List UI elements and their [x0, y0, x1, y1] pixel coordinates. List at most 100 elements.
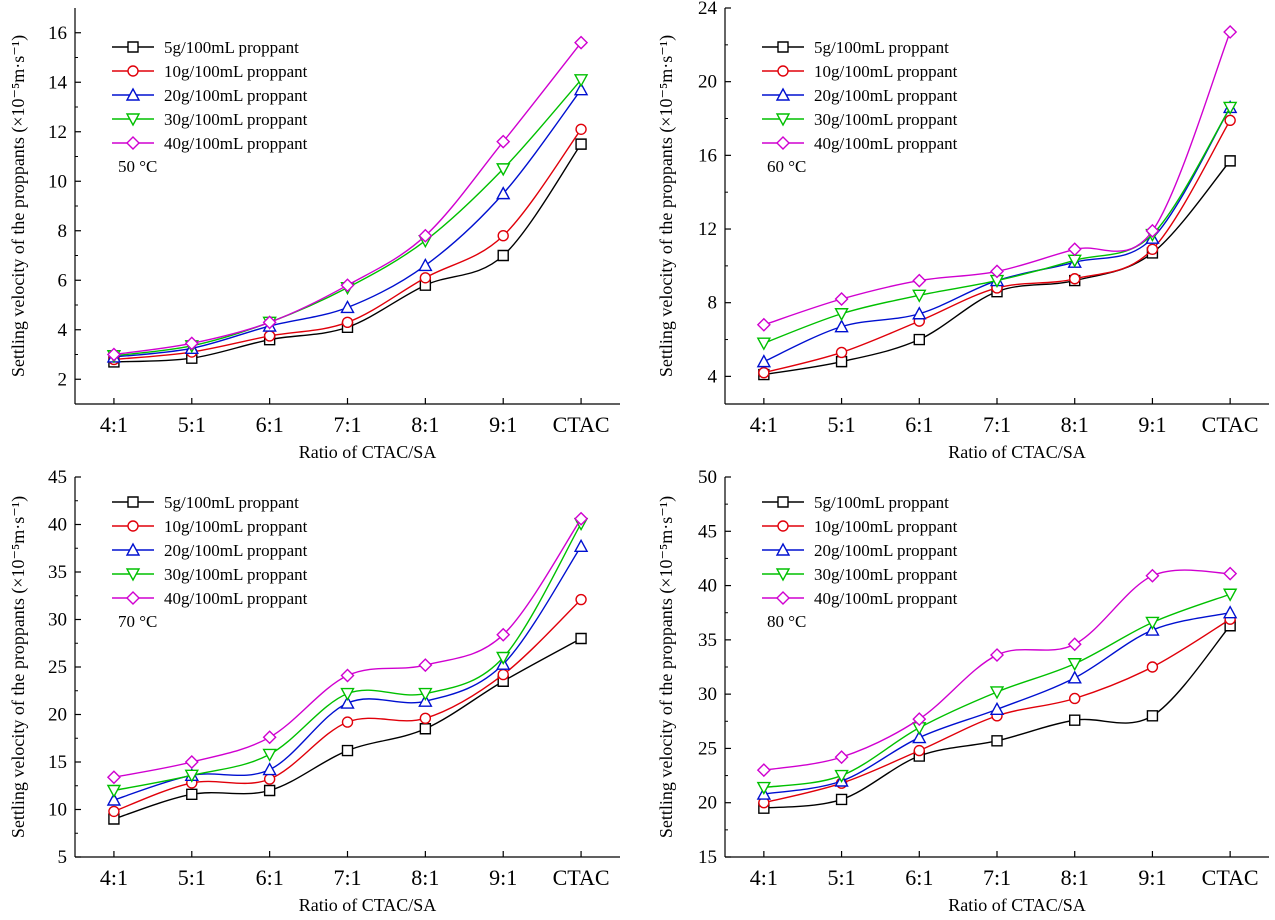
x-tick-label: 4:1 — [750, 865, 778, 890]
legend-label: 5g/100mL proppant — [814, 493, 949, 512]
y-tick-label: 20 — [698, 793, 717, 814]
data-point-40g — [990, 264, 1004, 279]
temperature-label: 80 °C — [767, 612, 806, 631]
legend-marker — [775, 568, 791, 582]
y-tick-label: 8 — [58, 221, 68, 242]
data-point-10g — [1069, 692, 1081, 705]
chart-panel-2: 4 8 12 16 20 24 4:1 5:1 6:1 7:1 8:1 9:1 CTAC Ratio of… — [656, 0, 1269, 462]
y-tick-label: 10 — [48, 171, 67, 192]
legend-marker — [127, 520, 139, 532]
data-point-30g — [834, 769, 849, 784]
legend-label: 30g/100mL proppant — [164, 110, 308, 129]
x-tick-label: 4:1 — [100, 865, 128, 890]
legend-label: 5g/100mL proppant — [164, 493, 299, 512]
x-tick-label: 9:1 — [489, 412, 517, 437]
legend-marker — [776, 136, 790, 150]
legend-label: 40g/100mL proppant — [814, 589, 958, 608]
legend-marker — [777, 520, 789, 532]
x-axis-title: Ratio of CTAC/SA — [948, 895, 1086, 915]
data-point-40g — [418, 658, 433, 673]
y-tick-label: 45 — [698, 521, 717, 542]
legend-label: 20g/100mL proppant — [814, 86, 958, 105]
legend-label: 20g/100mL proppant — [164, 541, 308, 560]
data-point-20g — [912, 306, 927, 320]
data-point-20g — [106, 792, 122, 806]
legend-label: 40g/100mL proppant — [164, 134, 308, 153]
chart-panel-1: 2 4 6 8 10 12 14 16 4:1 5:1 6:1 7:1 8:1 9:1 CTAC Ratio … — [8, 8, 620, 462]
legend-label: 10g/100mL proppant — [814, 517, 958, 536]
legend-label: 30g/100mL proppant — [814, 565, 958, 584]
data-point-30g — [184, 769, 199, 783]
y-tick-label: 10 — [48, 800, 67, 821]
data-point-30g — [340, 687, 355, 702]
x-tick-label: 6:1 — [905, 412, 933, 437]
x-tick-label: CTAC — [1202, 865, 1259, 890]
data-point-40g — [1067, 637, 1082, 652]
legend-label: 20g/100mL proppant — [814, 541, 958, 560]
y-tick-label: 8 — [708, 293, 718, 314]
x-tick-label: 6:1 — [905, 865, 933, 890]
y-tick-label: 15 — [48, 752, 67, 773]
data-point-30g — [756, 781, 772, 795]
data-point-5g — [575, 138, 587, 150]
x-tick-label: CTAC — [1202, 412, 1259, 437]
legend-label: 40g/100mL proppant — [164, 589, 308, 608]
legend-marker — [127, 41, 139, 53]
data-point-10g — [108, 805, 120, 818]
data-point-40g — [184, 336, 199, 351]
y-axis-title: Settling velocity of the proppants (×10⁻… — [8, 35, 29, 377]
temperature-label: 70 °C — [118, 612, 157, 631]
data-point-40g — [574, 511, 589, 526]
x-tick-label: 5:1 — [828, 412, 856, 437]
data-point-20g — [989, 701, 1005, 716]
x-tick-label: 9:1 — [489, 865, 517, 890]
data-point-5g — [1224, 155, 1236, 167]
legend-marker — [775, 542, 791, 556]
temperature-label: 60 °C — [767, 157, 806, 176]
data-point-30g — [912, 289, 927, 303]
temperature-label: 50 °C — [118, 157, 157, 176]
data-point-30g — [262, 748, 277, 762]
legend-marker — [775, 113, 791, 127]
legend-label: 30g/100mL proppant — [164, 565, 308, 584]
data-point-10g — [341, 716, 354, 728]
y-tick-label: 25 — [698, 738, 717, 759]
data-point-40g — [1223, 24, 1238, 39]
legend: 5g/100mL proppant 10g/100mL proppant 20g/1… — [762, 493, 958, 608]
data-point-10g — [758, 366, 770, 379]
data-point-40g — [496, 627, 511, 642]
series-line-5g — [113, 637, 582, 820]
legend-label: 5g/100mL proppant — [814, 38, 949, 57]
data-point-5g — [497, 249, 509, 262]
legend-marker — [125, 87, 141, 101]
x-tick-label: 4:1 — [750, 412, 778, 437]
data-point-40g — [184, 755, 199, 769]
data-point-30g — [834, 308, 849, 322]
y-tick-label: 16 — [698, 145, 717, 166]
y-tick-label: 25 — [48, 657, 67, 678]
data-point-30g — [496, 651, 511, 665]
legend: 5g/100mL proppant 10g/100mL proppant 20g/1… — [762, 38, 958, 153]
data-point-40g — [1223, 566, 1238, 581]
data-point-40g — [106, 347, 121, 362]
x-tick-label: 9:1 — [1138, 865, 1166, 890]
y-tick-label: 5 — [58, 847, 68, 868]
data-point-10g — [263, 330, 276, 342]
data-point-40g — [1067, 242, 1082, 257]
data-point-30g — [106, 784, 122, 798]
legend-marker — [777, 65, 789, 77]
y-tick-label: 35 — [48, 562, 67, 583]
data-point-10g — [575, 123, 587, 135]
data-point-10g — [419, 712, 432, 724]
data-point-40g — [574, 35, 589, 50]
data-point-20g — [262, 762, 277, 776]
data-point-10g — [497, 668, 509, 681]
legend-marker — [125, 113, 141, 127]
legend-marker — [777, 41, 789, 53]
y-axis-title: Settling velocity of the proppants (×10⁻… — [8, 496, 29, 838]
x-axis-title: Ratio of CTAC/SA — [948, 442, 1086, 462]
data-point-5g — [991, 735, 1003, 747]
data-point-10g — [1146, 661, 1159, 673]
data-point-10g — [575, 593, 587, 606]
data-point-5g — [341, 744, 354, 757]
